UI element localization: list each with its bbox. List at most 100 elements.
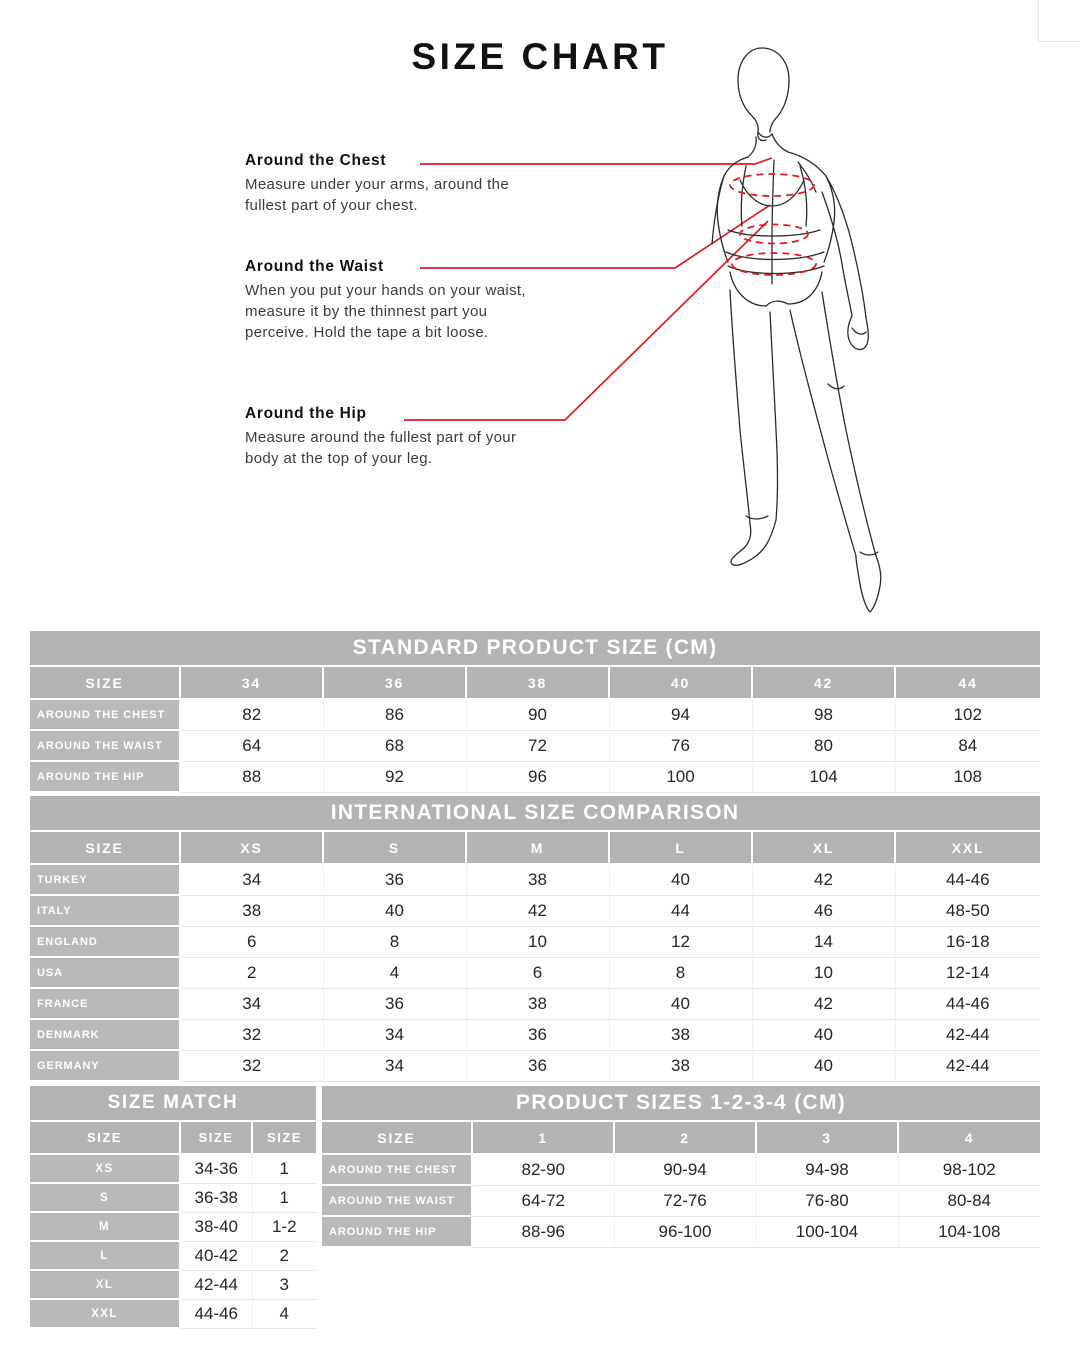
note-around-the-waist: Around the Waist When you put your hands… bbox=[245, 258, 645, 343]
table-cell: 40 bbox=[323, 895, 467, 927]
shoulder-right bbox=[787, 151, 827, 177]
table-cell: 82-90 bbox=[472, 1154, 615, 1186]
row-header: AROUND THE CHEST bbox=[30, 699, 181, 731]
bodice-seam-left bbox=[740, 165, 747, 227]
row-header: AROUND THE HIP bbox=[322, 1216, 473, 1248]
row-header: ITALY bbox=[30, 895, 181, 927]
column-header: SIZE bbox=[30, 1121, 181, 1155]
table-cell: 6 bbox=[466, 957, 610, 989]
table-cell: 108 bbox=[895, 761, 1041, 793]
table-row: FRANCE 34 36 38 40 42 44-46 bbox=[30, 988, 1041, 1020]
table-cell: 40 bbox=[752, 1019, 896, 1051]
leg-opening-left bbox=[729, 271, 767, 307]
table-row: M 38-40 1-2 bbox=[30, 1212, 317, 1242]
table-cell: 38 bbox=[609, 1050, 753, 1082]
table-caption-row: SIZE MATCH bbox=[30, 1086, 317, 1122]
table-standard-product-size: STANDARD PRODUCT SIZE (CM) SIZE 34 36 38… bbox=[30, 631, 1041, 793]
table-cell: 82 bbox=[180, 699, 324, 731]
table-cell: 32 bbox=[180, 1050, 324, 1082]
table-caption-row: STANDARD PRODUCT SIZE (CM) bbox=[30, 631, 1041, 667]
table-cell: 88 bbox=[180, 761, 324, 793]
note-around-the-chest: Around the Chest Measure under your arms… bbox=[245, 152, 645, 216]
table-row: AROUND THE HIP 88 92 96 100 104 108 bbox=[30, 761, 1041, 793]
column-header: 44 bbox=[895, 666, 1041, 700]
table-cell: 36-38 bbox=[180, 1183, 253, 1213]
column-header: XL bbox=[752, 831, 896, 865]
arm-right-inner bbox=[821, 191, 853, 317]
table-cell: 42 bbox=[752, 988, 896, 1020]
table-row: XS 34-36 1 bbox=[30, 1154, 317, 1184]
row-header: L bbox=[30, 1241, 181, 1271]
row-header: AROUND THE WAIST bbox=[322, 1185, 473, 1217]
torso-left bbox=[716, 175, 729, 263]
note-title: Around the Chest bbox=[245, 152, 387, 169]
table-caption: PRODUCT SIZES 1-2-3-4 (CM) bbox=[322, 1086, 1041, 1122]
table-cell: 104-108 bbox=[898, 1216, 1041, 1248]
column-header: 42 bbox=[752, 666, 896, 700]
table-cell: 38 bbox=[466, 988, 610, 1020]
table-cell: 100 bbox=[609, 761, 753, 793]
table-header-row: SIZE XS S M L XL XXL bbox=[30, 831, 1041, 865]
table-caption: SIZE MATCH bbox=[30, 1086, 317, 1122]
column-header: SIZE bbox=[252, 1121, 317, 1155]
table-cell: 64-72 bbox=[472, 1185, 615, 1217]
table-cell: 34 bbox=[180, 988, 324, 1020]
table-caption-row: INTERNATIONAL SIZE COMPARISON bbox=[30, 796, 1041, 832]
table-cell: 38 bbox=[466, 864, 610, 896]
table-row: TURKEY 34 36 38 40 42 44-46 bbox=[30, 864, 1041, 896]
row-header: XS bbox=[30, 1154, 181, 1184]
column-header: 1 bbox=[472, 1121, 615, 1155]
foot-left bbox=[730, 519, 777, 566]
table-row: XL 42-44 3 bbox=[30, 1270, 317, 1300]
row-header: TURKEY bbox=[30, 864, 181, 896]
table-cell: 72 bbox=[466, 730, 610, 762]
table-cell: 6 bbox=[180, 926, 324, 958]
column-header: XXL bbox=[895, 831, 1041, 865]
crotch-seam bbox=[765, 300, 789, 307]
column-header: 36 bbox=[323, 666, 467, 700]
jaw-line bbox=[757, 131, 773, 138]
table-cell: 40 bbox=[609, 988, 753, 1020]
knee-right bbox=[827, 383, 845, 390]
table-cell: 36 bbox=[466, 1050, 610, 1082]
table-cell: 14 bbox=[752, 926, 896, 958]
column-header: 4 bbox=[898, 1121, 1041, 1155]
table-cell: 1 bbox=[252, 1154, 317, 1184]
table-cell: 1-2 bbox=[252, 1212, 317, 1242]
table-cell: 94 bbox=[609, 699, 753, 731]
table-row: S 36-38 1 bbox=[30, 1183, 317, 1213]
table-cell: 48-50 bbox=[895, 895, 1041, 927]
hip-seam bbox=[725, 251, 825, 261]
table-cell: 38 bbox=[609, 1019, 753, 1051]
bust-line bbox=[739, 179, 805, 207]
note-title: Around the Hip bbox=[245, 405, 367, 422]
table-row: USA 2 4 6 8 10 12-14 bbox=[30, 957, 1041, 989]
table-cell: 34 bbox=[180, 864, 324, 896]
column-header: 38 bbox=[466, 666, 610, 700]
table-cell: 68 bbox=[323, 730, 467, 762]
table-cell: 42-44 bbox=[895, 1019, 1041, 1051]
table-cell: 92 bbox=[323, 761, 467, 793]
table-cell: 76-80 bbox=[756, 1185, 899, 1217]
arm-left bbox=[711, 175, 725, 245]
table-caption: STANDARD PRODUCT SIZE (CM) bbox=[30, 631, 1041, 667]
table-cell: 36 bbox=[466, 1019, 610, 1051]
table-row: ITALY 38 40 42 44 46 48-50 bbox=[30, 895, 1041, 927]
waist-seam bbox=[727, 229, 821, 237]
table-cell: 10 bbox=[752, 957, 896, 989]
row-header: M bbox=[30, 1212, 181, 1242]
table-row: ENGLAND 6 8 10 12 14 16-18 bbox=[30, 926, 1041, 958]
row-header: AROUND THE WAIST bbox=[30, 730, 181, 762]
table-row: AROUND THE CHEST 82 86 90 94 98 102 bbox=[30, 699, 1041, 731]
column-header: 3 bbox=[756, 1121, 899, 1155]
chest-loop bbox=[729, 173, 815, 197]
row-header: USA bbox=[30, 957, 181, 989]
note-body: When you put your hands on your waist, m… bbox=[245, 282, 526, 341]
table-cell: 8 bbox=[323, 926, 467, 958]
table-product-sizes: PRODUCT SIZES 1-2-3-4 (CM) SIZE 1 2 3 4 … bbox=[322, 1086, 1041, 1248]
table-cell: 2 bbox=[252, 1241, 317, 1271]
table-cell: 12 bbox=[609, 926, 753, 958]
table-row: XXL 44-46 4 bbox=[30, 1299, 317, 1329]
table-cell: 34-36 bbox=[180, 1154, 253, 1184]
bodice-seam-center bbox=[771, 159, 775, 285]
